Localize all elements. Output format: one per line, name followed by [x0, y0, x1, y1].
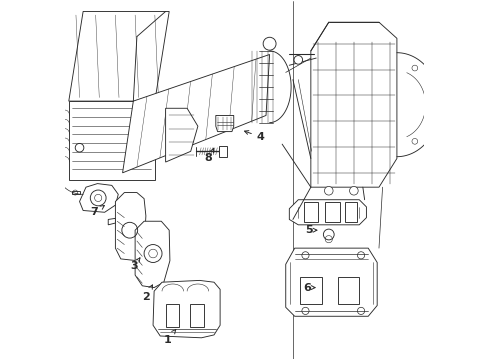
Circle shape [424, 123, 430, 129]
Polygon shape [69, 101, 155, 180]
Text: 2: 2 [142, 285, 152, 302]
Circle shape [263, 37, 276, 50]
Text: 4: 4 [244, 131, 264, 142]
Polygon shape [135, 221, 169, 288]
Polygon shape [219, 146, 226, 157]
Polygon shape [153, 280, 220, 338]
Polygon shape [69, 12, 169, 101]
Polygon shape [337, 277, 359, 304]
Polygon shape [289, 200, 366, 225]
Circle shape [349, 186, 357, 195]
Circle shape [411, 139, 417, 144]
Text: 1: 1 [163, 329, 176, 345]
Polygon shape [325, 202, 339, 222]
Polygon shape [300, 277, 321, 304]
Polygon shape [215, 116, 233, 132]
Polygon shape [108, 219, 115, 225]
Polygon shape [122, 54, 269, 173]
Circle shape [323, 229, 333, 240]
Circle shape [293, 55, 302, 64]
Polygon shape [115, 193, 145, 261]
Text: 3: 3 [130, 258, 140, 271]
Polygon shape [165, 304, 179, 327]
Polygon shape [310, 22, 396, 187]
Circle shape [324, 186, 332, 195]
Polygon shape [190, 304, 203, 327]
Text: 8: 8 [204, 148, 213, 163]
Text: 6: 6 [303, 283, 314, 293]
Text: 5: 5 [305, 225, 316, 235]
Polygon shape [285, 248, 376, 316]
Circle shape [411, 65, 417, 71]
Polygon shape [72, 191, 80, 194]
Circle shape [424, 81, 430, 86]
Polygon shape [344, 202, 357, 222]
Polygon shape [80, 184, 118, 212]
Text: 7: 7 [91, 206, 104, 217]
Polygon shape [303, 202, 317, 222]
Circle shape [429, 102, 435, 108]
Polygon shape [165, 108, 198, 162]
